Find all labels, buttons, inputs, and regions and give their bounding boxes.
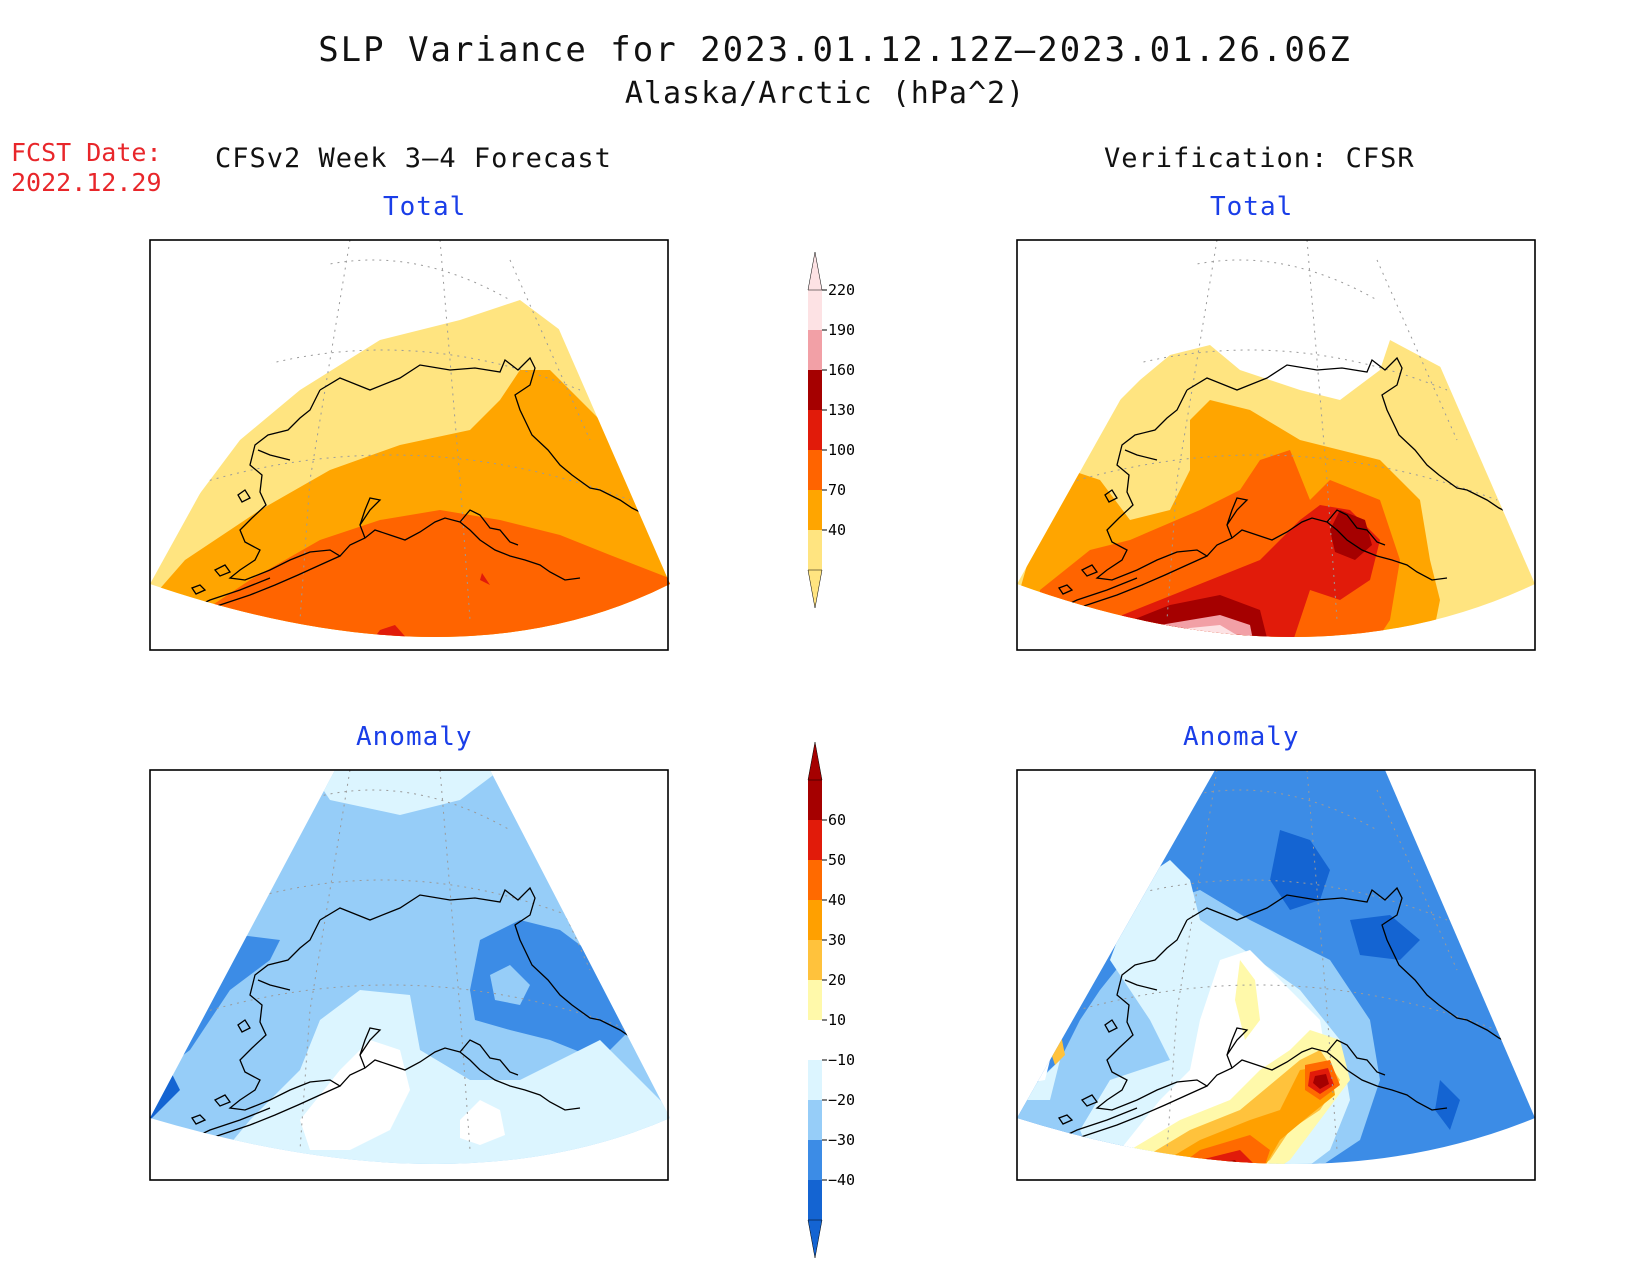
anomaly-colorbar-label: −10 bbox=[828, 1051, 855, 1069]
total-colorbar-segment bbox=[808, 530, 822, 570]
anomaly-colorbar-label: 60 bbox=[828, 811, 846, 829]
total-colorbar-label: 130 bbox=[828, 401, 855, 419]
anomaly-colorbar: −40 −30 −20 −10 10 20 30 40 50 60 bbox=[807, 741, 855, 1259]
fcst-date-label: FCST Date: bbox=[11, 138, 162, 167]
anomaly-colorbar-segment bbox=[808, 1180, 822, 1220]
total-colorbar-segment bbox=[808, 490, 822, 530]
anomaly-colorbar-segment bbox=[808, 1100, 822, 1140]
figure-subtitle: Alaska/Arctic (hPa^2) bbox=[624, 76, 1026, 111]
total-colorbar-label: 160 bbox=[828, 361, 855, 379]
anomaly-colorbar-top-arrow bbox=[807, 741, 823, 781]
anomaly-colorbar-segment bbox=[808, 860, 822, 900]
total-colorbar-segment bbox=[808, 370, 822, 410]
anomaly-colorbar-label: −30 bbox=[828, 1131, 855, 1149]
total-colorbar-top-arrow bbox=[807, 251, 823, 291]
total-colorbar-bottom-arrow bbox=[807, 569, 823, 609]
total-colorbar-label: 40 bbox=[828, 521, 846, 539]
anomaly-colorbar-label: 30 bbox=[828, 931, 846, 949]
total-colorbar-segment bbox=[808, 410, 822, 450]
anomaly-colorbar-bottom-arrow bbox=[807, 1219, 823, 1259]
total-colorbar-label: 190 bbox=[828, 321, 855, 339]
anomaly-colorbar-segment bbox=[808, 820, 822, 860]
forecast-column-header: CFSv2 Week 3–4 Forecast bbox=[215, 143, 612, 174]
total-colorbar-segment bbox=[808, 290, 822, 330]
verification-total-map bbox=[1016, 239, 1536, 651]
anomaly-colorbar-segment bbox=[808, 940, 822, 980]
anomaly-colorbar-segment bbox=[808, 900, 822, 940]
verification-column-header: Verification: CFSR bbox=[1104, 143, 1415, 174]
anomaly-colorbar-segment bbox=[808, 1060, 822, 1100]
total-colorbar-label: 100 bbox=[828, 441, 855, 459]
anomaly-colorbar-label: 40 bbox=[828, 891, 846, 909]
forecast-total-map bbox=[149, 239, 670, 651]
figure-title: SLP Variance for 2023.01.12.12Z–2023.01.… bbox=[318, 30, 1352, 70]
fcst-date-value: 2022.12.29 bbox=[11, 168, 162, 197]
anomaly-colorbar-segment bbox=[808, 1020, 822, 1060]
total-colorbar-label: 220 bbox=[828, 281, 855, 299]
total-colorbar: 40 70 100 130 160 190 220 bbox=[807, 251, 855, 609]
anomaly-colorbar-label: 50 bbox=[828, 851, 846, 869]
anomaly-colorbar-label: −40 bbox=[828, 1171, 855, 1189]
anomaly-colorbar-label: 10 bbox=[828, 1011, 846, 1029]
forecast-anomaly-title: Anomaly bbox=[356, 722, 473, 752]
verification-anomaly-map bbox=[1016, 769, 1536, 1181]
anomaly-colorbar-segment bbox=[808, 780, 822, 820]
total-colorbar-label: 70 bbox=[828, 481, 846, 499]
verification-anomaly-title: Anomaly bbox=[1183, 722, 1300, 752]
forecast-total-title: Total bbox=[383, 192, 467, 222]
anomaly-colorbar-label: 20 bbox=[828, 971, 846, 989]
anomaly-colorbar-label: −20 bbox=[828, 1091, 855, 1109]
anomaly-colorbar-segment bbox=[808, 1140, 822, 1180]
forecast-anomaly-map bbox=[149, 769, 670, 1181]
total-colorbar-segment bbox=[808, 450, 822, 490]
verification-total-title: Total bbox=[1210, 192, 1294, 222]
total-colorbar-segment bbox=[808, 330, 822, 370]
anomaly-colorbar-segment bbox=[808, 980, 822, 1020]
